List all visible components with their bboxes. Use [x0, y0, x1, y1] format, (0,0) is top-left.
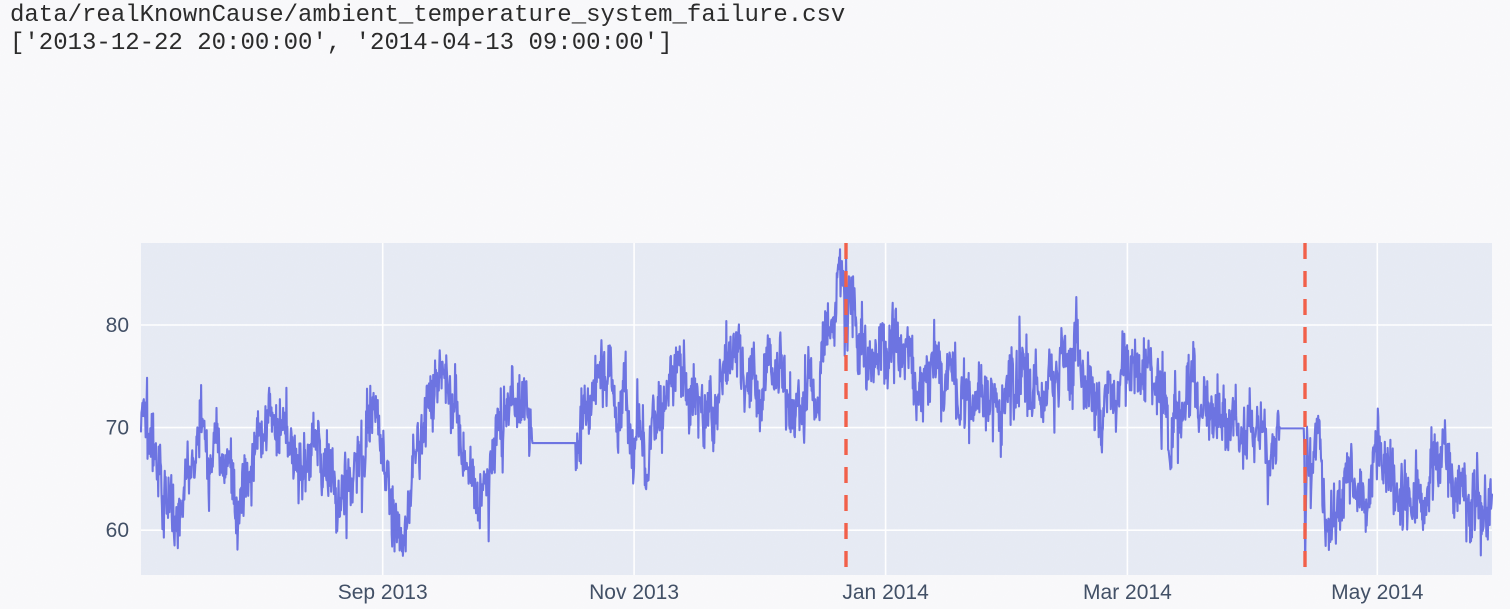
svg-text:80: 80	[106, 314, 129, 337]
svg-text:Mar 2014: Mar 2014	[1083, 581, 1172, 604]
svg-text:Sep 2013: Sep 2013	[338, 581, 428, 604]
svg-text:Nov 2013: Nov 2013	[589, 581, 679, 604]
svg-text:May 2014: May 2014	[1331, 581, 1424, 604]
svg-text:60: 60	[106, 519, 129, 542]
svg-text:Jan 2014: Jan 2014	[842, 581, 929, 604]
svg-text:70: 70	[106, 417, 129, 440]
